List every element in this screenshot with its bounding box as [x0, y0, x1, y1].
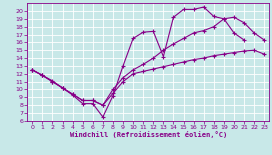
X-axis label: Windchill (Refroidissement éolien,°C): Windchill (Refroidissement éolien,°C): [70, 131, 227, 138]
